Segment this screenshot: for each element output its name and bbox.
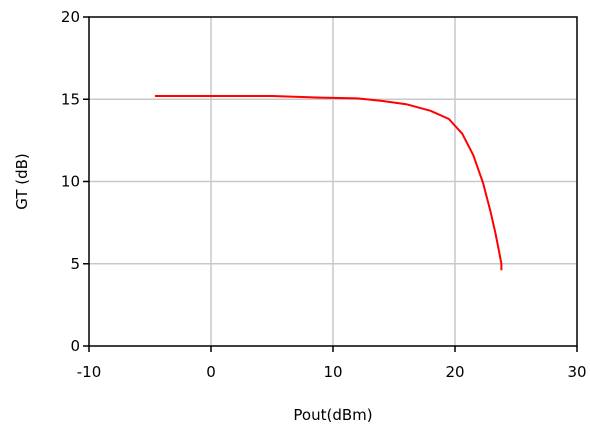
x-tick-label: -10: [77, 363, 102, 381]
series-layer: [154, 95, 503, 271]
y-tick-label: 20: [61, 8, 80, 26]
grid: [89, 17, 577, 346]
y-tick-label: 15: [61, 90, 80, 108]
x-tick-label: 0: [206, 363, 216, 381]
y-tick-label: 5: [70, 255, 80, 273]
x-tick-label: 20: [445, 363, 464, 381]
series-line: [154, 95, 503, 271]
y-tick-label: 0: [70, 337, 80, 355]
y-tick-label: 10: [61, 173, 80, 191]
x-tick-label: 10: [323, 363, 342, 381]
x-axis-label: Pout(dBm): [293, 406, 372, 424]
x-tick-label: 30: [567, 363, 586, 381]
x-axis-ticks: -10 0 10 20 30: [77, 346, 587, 381]
y-axis-label: GT (dB): [13, 153, 31, 210]
y-axis-ticks: 0 5 10 15 20: [61, 8, 89, 355]
